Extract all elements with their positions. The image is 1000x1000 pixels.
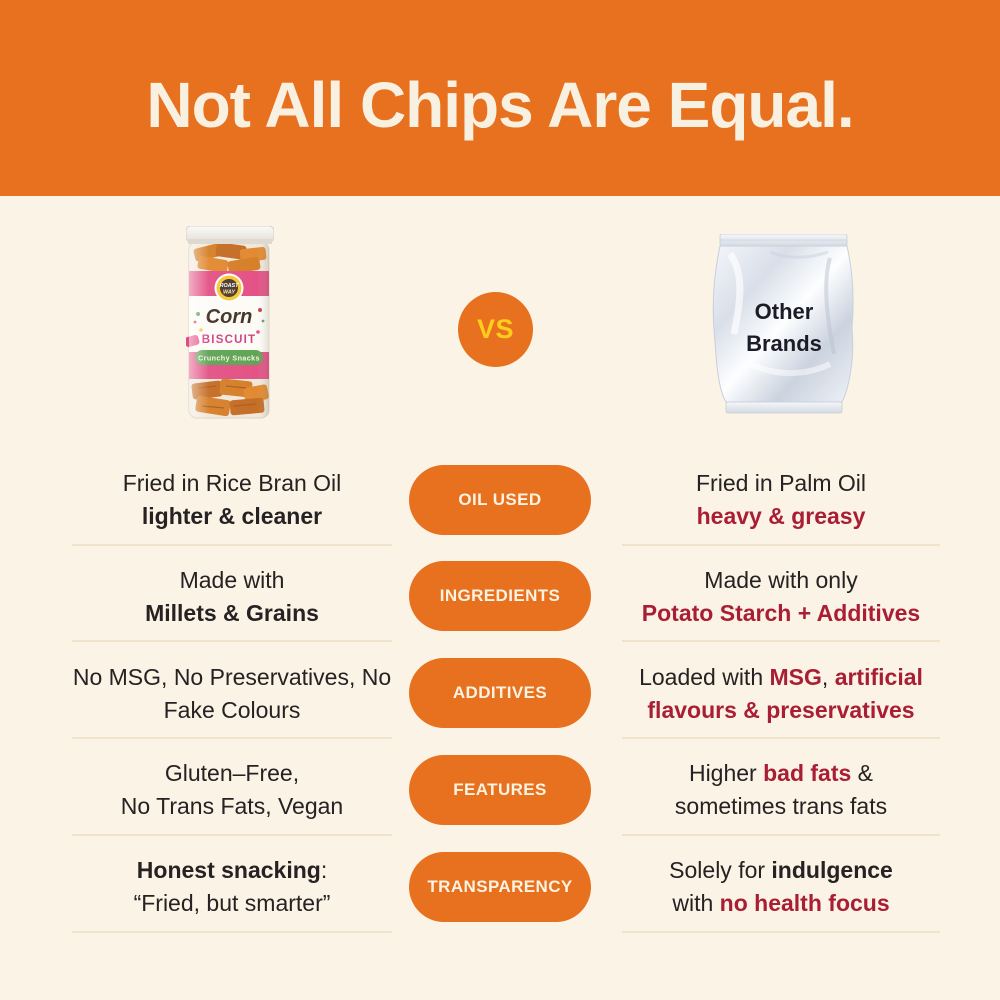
claim-line: Loaded with MSG, artificial (639, 663, 923, 690)
row-divider (622, 833, 940, 836)
comparison-row: Made with Millets & Grains INGREDIENTS Made… (0, 548, 1000, 645)
claim-line: Potato Starch + Additives (641, 599, 921, 626)
claim-line: sometimes trans fats (674, 793, 888, 820)
comparison-row: No MSG, No Preservatives, No Fake Colours… (0, 645, 1000, 742)
other-brands-line1: Other (755, 299, 814, 324)
foil-bag: Other Brands (712, 233, 854, 414)
comparison-row: Honest snacking: “Fried, but smarter” TRAN… (0, 839, 1000, 936)
category-pill: ADDITIVES (409, 658, 591, 728)
claim-line: Made with (179, 566, 285, 593)
other-brands-line2: Brands (746, 331, 822, 356)
row-divider (622, 737, 940, 739)
claim-line: No Trans Fats, Vegan (120, 793, 344, 820)
row-divider (72, 930, 392, 933)
row-divider (72, 833, 392, 836)
roastway-claim: Made with Millets & Grains (55, 548, 409, 645)
row-divider (72, 640, 392, 643)
row-divider (622, 640, 940, 643)
comparison-row: Gluten–Free, No Trans Fats, Vegan FEATURES… (0, 742, 1000, 839)
other-brands-claim: Higher bad fats & sometimes trans fats (608, 742, 954, 839)
claim-line: Fake Colours (163, 696, 301, 723)
claim-line: Millets & Grains (145, 599, 319, 626)
claim-line: Higher bad fats & (688, 760, 874, 787)
row-divider (72, 737, 392, 739)
versus-badge: VS (458, 292, 533, 367)
corn-biscuit-jar: ROAST WAY Corn BISCUIT Crunchy Snacks (184, 225, 275, 419)
other-brands-claim: Solely for indulgence with no health focu… (608, 839, 954, 936)
roastway-claim: Gluten–Free, No Trans Fats, Vegan (55, 742, 409, 839)
claim-line: “Fried, but smarter” (133, 890, 331, 916)
row-divider (622, 930, 940, 933)
other-brands-claim: Made with only Potato Starch + Additives (608, 548, 954, 645)
category-pill: TRANSPARENCY (409, 851, 591, 922)
other-brands-claim: Loaded with MSG, artificial flavours & pr… (608, 645, 954, 742)
category-pill: INGREDIENTS (409, 561, 591, 632)
claim-line: Fried in Rice Bran Oil (122, 470, 342, 496)
claim-line: Made with only (704, 566, 858, 593)
roastway-claim: Honest snacking: “Fried, but smarter” (55, 839, 409, 936)
competitor-bag-image: Other Brands (710, 233, 858, 414)
claim-line: No MSG, No Preservatives, No (72, 663, 392, 690)
page-title: Not All Chips Are Equal. (146, 69, 854, 141)
row-divider (72, 543, 392, 546)
claim-line: lighter & cleaner (141, 503, 323, 529)
comparison-row: Fried in Rice Bran Oil lighter & cleaner O… (0, 452, 1000, 549)
claim-line: with no health focus (672, 890, 890, 916)
claim-line: Solely for indulgence (669, 857, 893, 883)
claim-line: Gluten–Free, (164, 760, 300, 787)
category-pill: OIL USED (409, 464, 591, 535)
category-pill: FEATURES (409, 754, 591, 825)
product-jar-image: ROAST WAY Corn BISCUIT Crunchy Snacks (184, 225, 275, 420)
claim-line: heavy & greasy (696, 503, 866, 529)
claim-line: Fried in Palm Oil (696, 470, 866, 496)
header-banner: Not All Chips Are Equal. (0, 0, 1000, 196)
claim-line: flavours & preservatives (647, 696, 915, 723)
other-brands-claim: Fried in Palm Oil heavy & greasy (608, 452, 954, 549)
roastway-claim: No MSG, No Preservatives, No Fake Colours (55, 645, 409, 742)
claim-line: Honest snacking: (136, 857, 328, 883)
row-divider (622, 543, 940, 546)
versus-label: VS (476, 314, 515, 344)
roastway-claim: Fried in Rice Bran Oil lighter & cleaner (55, 452, 409, 549)
